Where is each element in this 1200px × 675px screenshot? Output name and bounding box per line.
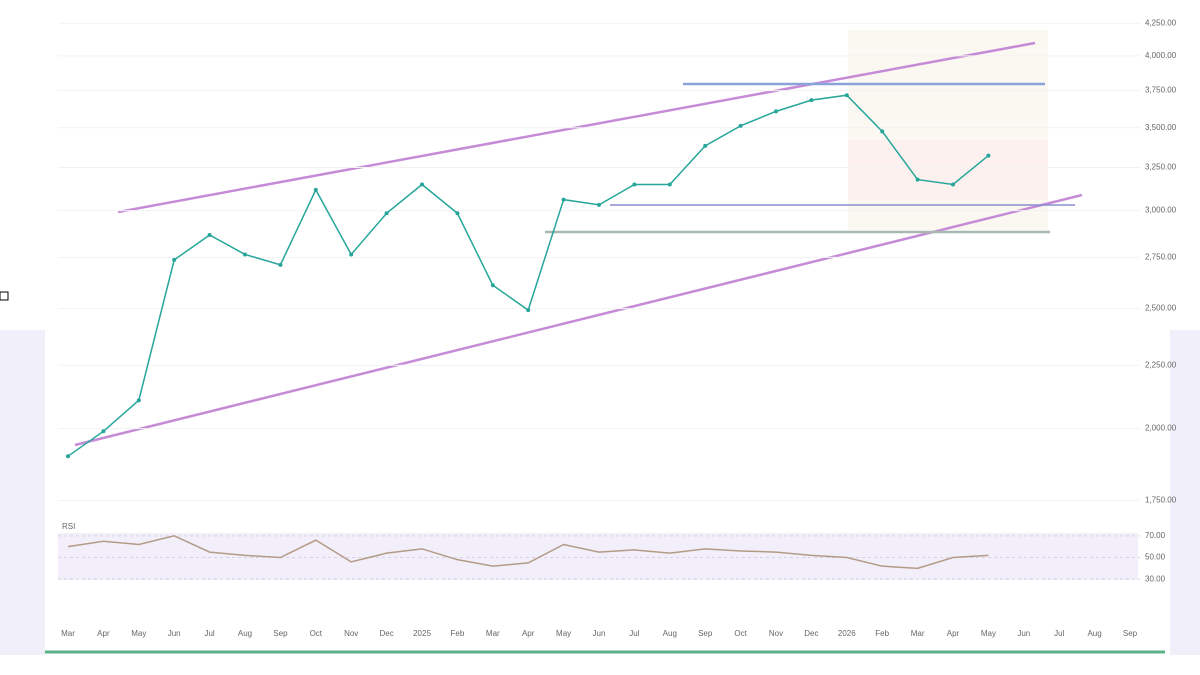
x-tick-label: 2025	[413, 629, 431, 638]
price-point	[207, 232, 212, 237]
y-tick-label: 2,000.00	[1145, 424, 1177, 433]
x-tick-label: Nov	[769, 629, 783, 638]
x-tick-label: Apr	[947, 629, 960, 638]
x-tick-label: Aug	[663, 629, 677, 638]
fib-zone	[848, 140, 1048, 200]
price-point	[101, 429, 106, 434]
price-point	[136, 398, 141, 403]
y-tick-label: 3,000.00	[1145, 206, 1177, 215]
x-tick-label: Mar	[61, 629, 75, 638]
x-tick-label: Sep	[273, 629, 288, 638]
price-point	[526, 308, 531, 313]
price-point	[667, 182, 672, 187]
price-point	[243, 252, 247, 257]
series-line	[67, 535, 989, 570]
y-tick-label: 2,500.00	[1145, 304, 1177, 313]
x-tick-label: Oct	[310, 629, 323, 638]
price-point	[844, 93, 849, 98]
price-point	[809, 98, 814, 103]
x-tick-label: Apr	[522, 629, 535, 638]
price-point	[455, 211, 460, 216]
x-tick-label: Feb	[875, 629, 889, 638]
price-point	[986, 153, 991, 158]
y-tick-label: 4,000.00	[1145, 51, 1177, 60]
y-tick-label: 30.00	[1145, 574, 1166, 583]
y-tick-label: 70.00	[1145, 531, 1166, 540]
panel-title: RSI	[62, 522, 75, 531]
x-tick-label: Sep	[698, 629, 713, 638]
price-point	[349, 252, 354, 257]
price-point	[490, 283, 495, 288]
x-tick-label: Feb	[451, 629, 465, 638]
x-tick-label: Jun	[168, 629, 181, 638]
price-point	[738, 123, 743, 128]
price-point	[880, 129, 885, 134]
price-point	[597, 202, 601, 207]
x-tick-label: 2026	[838, 629, 856, 638]
price-point	[278, 262, 283, 267]
x-tick-label: May	[556, 629, 571, 638]
handle	[0, 291, 9, 301]
price-point	[313, 187, 318, 192]
y-tick-label: 2,750.00	[1145, 252, 1177, 261]
x-tick-label: Aug	[1087, 629, 1101, 638]
y-tick-label: 3,500.00	[1145, 123, 1177, 132]
x-tick-label: Jun	[593, 629, 606, 638]
y-tick-label: 50.00	[1145, 553, 1166, 562]
y-tick-label: 3,250.00	[1145, 163, 1177, 172]
x-tick-label: Jun	[1017, 629, 1030, 638]
x-tick-label: Jul	[204, 629, 214, 638]
price-point	[66, 454, 70, 459]
price-point	[703, 143, 708, 148]
side-panel	[1170, 330, 1200, 655]
y-tick-label: 3,750.00	[1145, 86, 1177, 95]
x-tick-label: Nov	[344, 629, 358, 638]
channel-bottom	[74, 193, 1083, 447]
price-point	[915, 177, 920, 182]
x-tick-label: Jul	[629, 629, 639, 638]
x-tick-label: Mar	[486, 629, 500, 638]
y-tick-label: 2,250.00	[1145, 360, 1177, 369]
x-tick-label: Sep	[1123, 629, 1138, 638]
price-point	[561, 197, 566, 202]
x-tick-label: Dec	[804, 629, 818, 638]
x-tick-label: May	[981, 629, 996, 638]
side-panel	[0, 330, 45, 655]
y-tick-label: 1,750.00	[1145, 496, 1177, 505]
x-tick-label: Mar	[911, 629, 925, 638]
price-point	[632, 182, 637, 187]
x-tick-label: Dec	[379, 629, 393, 638]
x-tick-label: May	[131, 629, 146, 638]
price-point	[384, 211, 389, 216]
price-point	[420, 182, 424, 187]
price-point	[172, 257, 177, 262]
price-point	[951, 182, 955, 187]
x-tick-label: Jul	[1054, 629, 1064, 638]
x-tick-label: Aug	[238, 629, 252, 638]
x-tick-label: Apr	[97, 629, 110, 638]
x-tick-label: Oct	[734, 629, 747, 638]
y-tick-label: 4,250.00	[1145, 18, 1177, 27]
price-point	[774, 109, 778, 114]
